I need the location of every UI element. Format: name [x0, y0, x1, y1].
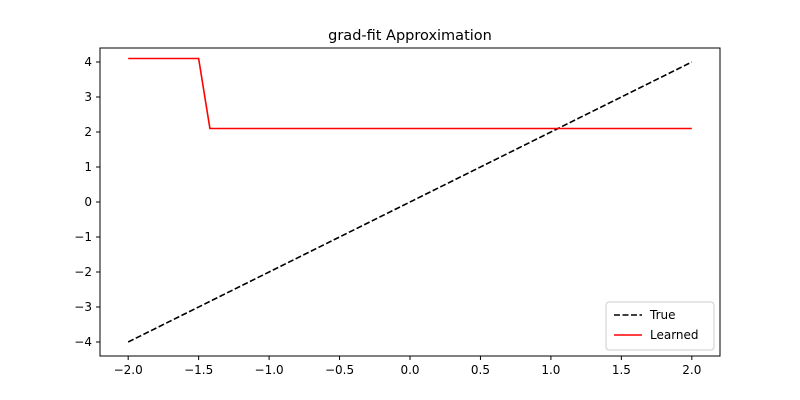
x-axis: −2.0 −1.5 −1.0 −0.5 0.0 0.5 1.0 1.5 2.0: [114, 356, 701, 377]
y-tick-label: −3: [74, 300, 92, 314]
x-tick-label: 2.0: [682, 363, 701, 377]
legend-box: [605, 301, 715, 351]
x-tick-label: −1.5: [184, 363, 213, 377]
series-line-true: [127, 61, 693, 343]
x-tick-label: 0.5: [471, 363, 490, 377]
y-tick-label: −1: [74, 230, 92, 244]
x-tick-label: 1.5: [612, 363, 631, 377]
series-line-learned: [128, 57, 692, 130]
legend: True Learned: [605, 301, 715, 351]
x-tick-label: −2.0: [114, 363, 143, 377]
y-tick-label: −4: [74, 335, 92, 349]
y-axis: −4 −3 −2 −1 0 1 2 3 4: [74, 55, 100, 349]
y-tick-label: 2: [84, 125, 92, 139]
legend-label-learned: Learned: [650, 328, 699, 342]
y-tick-label: 1: [84, 160, 92, 174]
chart-title: grad-fit Approximation: [328, 28, 492, 44]
x-tick-label: 1.0: [541, 363, 560, 377]
y-tick-label: 4: [84, 55, 92, 69]
x-tick-label: 0.0: [400, 363, 419, 377]
x-tick-label: −0.5: [325, 363, 354, 377]
y-tick-label: −2: [74, 265, 92, 279]
series-layer: [127, 57, 693, 343]
legend-label-true: True: [649, 308, 676, 322]
y-tick-label: 0: [84, 195, 92, 209]
y-tick-label: 3: [84, 90, 92, 104]
x-tick-label: −1.0: [255, 363, 284, 377]
